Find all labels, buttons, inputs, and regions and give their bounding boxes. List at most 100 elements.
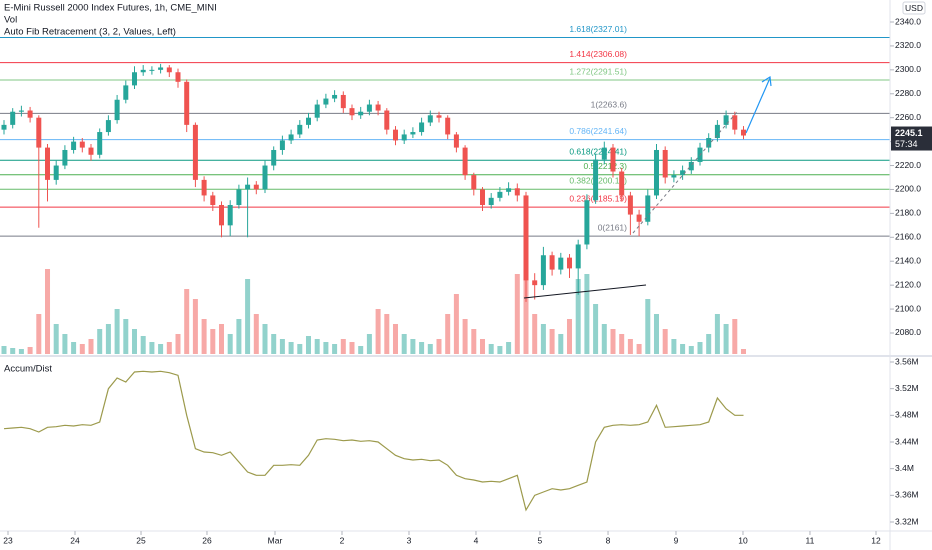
candle-body bbox=[45, 147, 51, 180]
volume-bar bbox=[45, 269, 51, 354]
candle-body bbox=[671, 175, 677, 178]
candle-body bbox=[523, 195, 529, 281]
candle-body bbox=[549, 255, 555, 270]
volume-bar bbox=[688, 346, 694, 354]
candle-body bbox=[375, 104, 381, 111]
currency-box[interactable] bbox=[902, 1, 926, 15]
candle-body bbox=[392, 129, 398, 141]
candle-body bbox=[97, 132, 103, 155]
volume-bar bbox=[653, 314, 659, 354]
volume-legend: Vol bbox=[4, 15, 17, 26]
volume-bar bbox=[636, 344, 642, 354]
volume-bar bbox=[62, 334, 68, 354]
y-tick-label: 3.52M bbox=[895, 383, 919, 393]
volume-bar bbox=[627, 339, 633, 354]
volume-bar bbox=[253, 314, 259, 354]
volume-bar bbox=[105, 324, 111, 354]
fib-trend[interactable] bbox=[632, 111, 738, 234]
volume-bar bbox=[706, 334, 712, 354]
volume-bar bbox=[488, 344, 494, 354]
fib-label: 1.272(2291.51) bbox=[569, 66, 627, 76]
volume-bar bbox=[218, 324, 224, 354]
volume-bar bbox=[479, 339, 485, 354]
volume-bar bbox=[714, 314, 720, 354]
candle-body bbox=[158, 67, 164, 70]
candle-body bbox=[201, 179, 207, 196]
volume-bar bbox=[175, 334, 181, 354]
y-tick-label: 2340.0 bbox=[895, 16, 921, 26]
y-tick-label: 2320.0 bbox=[895, 40, 921, 50]
volume-bar bbox=[549, 329, 555, 354]
currency-label: USD bbox=[905, 3, 923, 13]
x-tick-label: 25 bbox=[136, 535, 146, 545]
volume-bar bbox=[10, 348, 16, 354]
candle-body bbox=[601, 147, 607, 160]
x-tick-label: 24 bbox=[70, 535, 80, 545]
candle-body bbox=[279, 140, 285, 150]
trend-line[interactable] bbox=[523, 284, 647, 299]
candle-body bbox=[175, 72, 181, 82]
x-tick-label: Mar bbox=[268, 535, 283, 545]
candle-body bbox=[140, 69, 146, 73]
x-tick-label: 12 bbox=[871, 535, 881, 545]
y-tick-label: 2200.0 bbox=[895, 184, 921, 194]
volume-bar bbox=[462, 319, 468, 354]
candle-body bbox=[132, 72, 138, 86]
volume-bar bbox=[349, 342, 355, 354]
last-price-box bbox=[891, 126, 932, 151]
candle-body bbox=[114, 99, 120, 121]
volume-bar bbox=[1, 346, 7, 354]
arrow-line[interactable] bbox=[745, 77, 771, 134]
candle-body bbox=[566, 257, 572, 269]
volume-bar bbox=[540, 324, 546, 354]
candle-body bbox=[27, 110, 33, 118]
volume-bar bbox=[227, 334, 233, 354]
volume-bar bbox=[436, 339, 442, 354]
y-tick-label: 2260.0 bbox=[895, 112, 921, 122]
candle-body bbox=[462, 147, 468, 176]
volume-bar bbox=[392, 324, 398, 354]
last-price-label: 2245.1 bbox=[895, 128, 923, 138]
fib-layer: 1.618(2327.01) 1.414(2306.08) 1.272(2291.5… bbox=[0, 24, 890, 237]
fib-label: 1.414(2306.08) bbox=[569, 49, 627, 59]
volume-bar bbox=[697, 342, 703, 354]
volume-bar bbox=[236, 319, 242, 354]
volume-bar bbox=[375, 309, 381, 354]
volume-bar bbox=[27, 347, 33, 354]
candle-body bbox=[714, 124, 720, 139]
candle-body bbox=[619, 171, 625, 196]
volume-bar bbox=[740, 349, 746, 354]
x-tick-label: 4 bbox=[474, 535, 479, 545]
y-tick-label: 2080.0 bbox=[895, 327, 921, 337]
volume-bar bbox=[210, 329, 216, 354]
candle-body bbox=[558, 257, 564, 270]
y-tick-label: 2140.0 bbox=[895, 255, 921, 265]
y-tick-label: 2120.0 bbox=[895, 279, 921, 289]
candle-body bbox=[688, 161, 694, 171]
y-tick-label: 2220.0 bbox=[895, 160, 921, 170]
fib-label: 0.382(2200.19) bbox=[569, 175, 627, 185]
y-tick-label: 2300.0 bbox=[895, 64, 921, 74]
x-tick-label: 11 bbox=[806, 535, 815, 545]
candle-body bbox=[653, 149, 659, 196]
volume-bar bbox=[158, 344, 164, 354]
y-tick-label: 3.56M bbox=[895, 356, 919, 366]
volume-bar bbox=[601, 324, 607, 354]
volume-bar bbox=[201, 319, 207, 354]
candle-body bbox=[445, 117, 451, 135]
candle-body bbox=[88, 147, 94, 155]
candle-body bbox=[323, 98, 329, 105]
volume-bar bbox=[671, 339, 677, 354]
candle-body bbox=[540, 255, 546, 286]
y-tick-label: 3.36M bbox=[895, 490, 919, 500]
candle-body bbox=[227, 205, 233, 226]
volume-bar bbox=[723, 324, 729, 354]
volume-bar bbox=[358, 346, 364, 354]
y-tick-label: 2280.0 bbox=[895, 88, 921, 98]
volume-bar bbox=[558, 334, 564, 354]
candle-body bbox=[71, 141, 77, 150]
candle-body bbox=[123, 85, 129, 100]
candle-body bbox=[358, 111, 364, 116]
x-tick-label: 5 bbox=[538, 535, 543, 545]
